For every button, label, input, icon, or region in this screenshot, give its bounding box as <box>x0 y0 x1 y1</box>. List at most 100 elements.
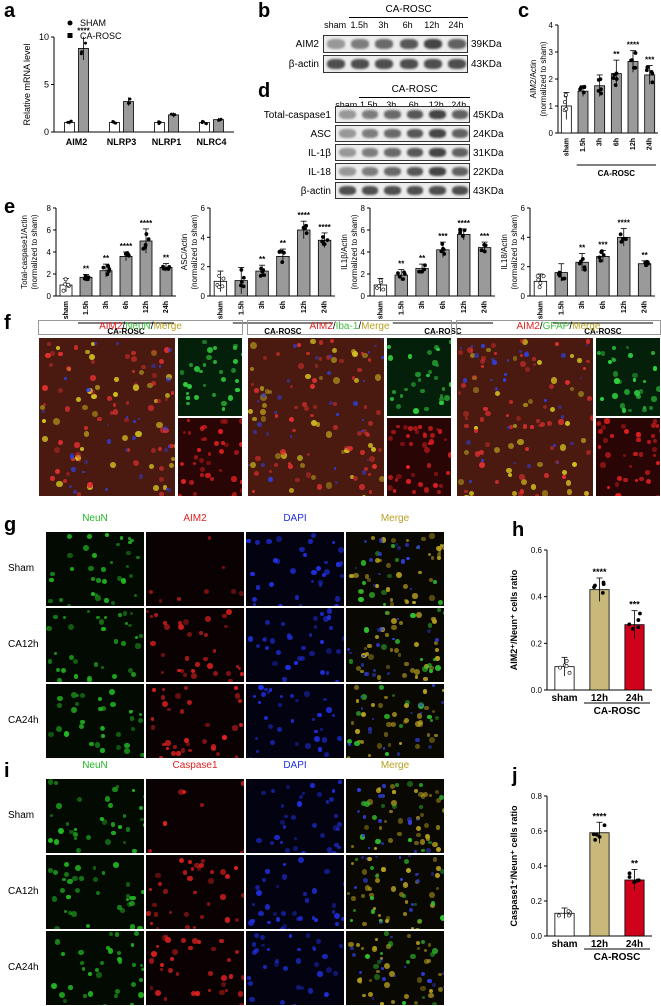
cell-signal <box>335 562 341 568</box>
cell-signal <box>140 968 144 972</box>
bar <box>297 229 311 297</box>
cell-signal <box>314 730 318 734</box>
cell-signal <box>275 559 281 565</box>
cell-signal <box>254 388 259 393</box>
cell-signal <box>651 433 656 438</box>
cell-signal <box>492 360 498 365</box>
cell-signal <box>310 413 314 418</box>
cell-signal <box>108 803 113 808</box>
cell-signal <box>252 695 256 699</box>
panel-f-header: AIM2/NeuN/Merge <box>38 320 243 335</box>
cell-signal <box>248 920 255 926</box>
cell-signal <box>284 848 290 853</box>
cell-signal <box>396 752 401 757</box>
lane-label: 6h <box>402 20 413 30</box>
cell-signal <box>127 902 132 907</box>
cell-signal <box>182 430 187 435</box>
cell-signal <box>202 425 207 430</box>
cell-signal <box>384 713 390 720</box>
cell-signal <box>462 378 468 383</box>
cell-signal <box>205 722 210 728</box>
cell-signal <box>552 444 556 448</box>
data-point <box>439 249 444 254</box>
cell-signal <box>66 894 71 899</box>
cell-signal <box>326 608 333 614</box>
cell-signal <box>134 593 138 598</box>
cell-signal <box>632 372 638 378</box>
cell-signal <box>386 721 392 728</box>
y-axis-label: (normalized to sham) <box>350 214 359 289</box>
cell-signal <box>233 358 239 364</box>
cell-signal <box>268 723 274 729</box>
data-point <box>630 626 635 631</box>
cell-signal <box>394 557 399 562</box>
cell-signal <box>382 976 387 981</box>
cell-signal <box>609 434 614 438</box>
cell-signal <box>158 446 163 452</box>
cell-signal <box>508 473 513 478</box>
cell-signal <box>367 358 372 362</box>
significance-label: *** <box>438 232 448 241</box>
lane-label: 24h <box>451 100 467 110</box>
cell-signal <box>138 991 144 998</box>
cell-signal <box>294 406 298 410</box>
data-point <box>262 273 267 278</box>
cell-signal <box>262 637 266 642</box>
cell-signal <box>361 894 366 899</box>
cell-signal <box>221 975 227 981</box>
cell-signal <box>95 890 101 895</box>
cell-signal <box>73 344 79 350</box>
cell-signal <box>313 625 318 629</box>
cell-signal <box>111 830 116 835</box>
cell-signal <box>407 933 412 938</box>
cell-signal <box>407 837 412 842</box>
cell-signal <box>312 615 318 621</box>
cell-signal <box>325 355 331 361</box>
cell-signal <box>390 722 396 728</box>
cell-signal <box>304 743 311 749</box>
cell-signal <box>565 421 571 426</box>
cell-signal <box>569 354 575 359</box>
cell-signal <box>376 675 382 680</box>
data-point <box>627 871 632 876</box>
micrograph <box>345 683 445 759</box>
cell-signal <box>334 814 338 818</box>
cell-signal <box>297 916 303 922</box>
cell-signal <box>324 560 328 565</box>
cell-signal <box>307 988 313 994</box>
blot-band <box>361 167 378 176</box>
category-label: 12h <box>591 693 608 704</box>
cell-signal <box>331 851 338 853</box>
micrograph <box>345 930 445 1006</box>
cell-signal <box>124 417 129 423</box>
cell-signal <box>651 396 657 402</box>
cell-signal <box>364 627 370 633</box>
cell-signal <box>269 841 274 846</box>
cell-signal <box>493 447 501 454</box>
cell-signal <box>128 623 132 628</box>
cell-signal <box>360 855 365 860</box>
cell-signal <box>409 907 413 912</box>
data-point <box>633 51 638 55</box>
cell-signal <box>160 962 165 967</box>
cell-signal <box>223 419 229 425</box>
cell-signal <box>417 873 420 876</box>
cell-signal <box>311 916 316 920</box>
lane-label: 3h <box>378 20 389 30</box>
cell-signal <box>311 569 318 576</box>
cell-signal <box>321 573 326 577</box>
cell-signal <box>352 908 357 913</box>
y-tick-label: 2 <box>361 270 366 279</box>
cell-signal <box>275 917 280 922</box>
cell-signal <box>596 421 601 427</box>
y-tick-label: 6 <box>361 226 366 235</box>
cell-signal <box>238 722 244 728</box>
cell-signal <box>98 706 103 712</box>
cell-signal <box>407 820 412 825</box>
cell-signal <box>104 488 108 492</box>
cell-signal <box>381 589 387 596</box>
cell-signal <box>359 739 364 744</box>
cell-signal <box>166 374 172 380</box>
cell-signal <box>439 394 444 398</box>
cell-signal <box>632 451 638 457</box>
